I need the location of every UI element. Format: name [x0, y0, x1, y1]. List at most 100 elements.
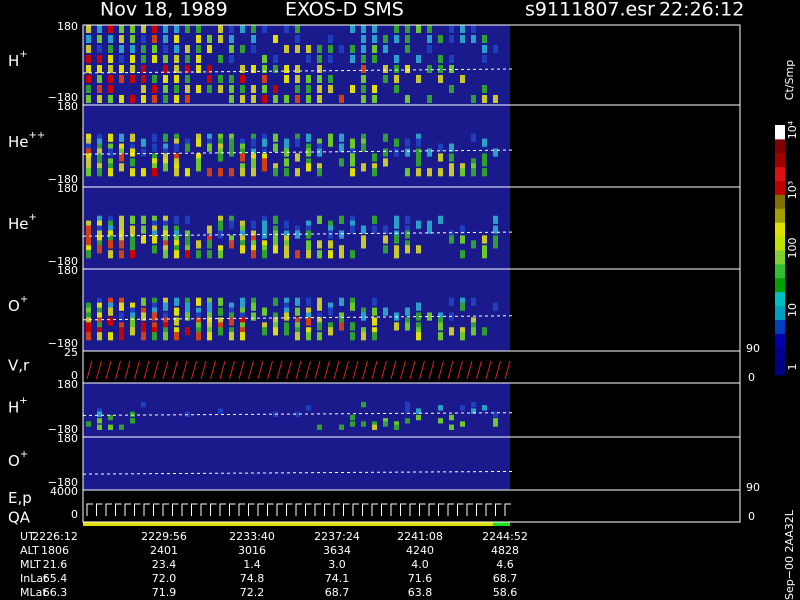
- spectrogram-cell: [449, 55, 454, 63]
- spectrogram-cell: [207, 138, 212, 147]
- spectrogram-cell: [295, 138, 300, 147]
- spectrogram-cell: [306, 327, 311, 336]
- table-cell: 68.7: [325, 586, 350, 599]
- table-cell: 72.0: [152, 572, 177, 585]
- spectrogram-cell: [416, 302, 421, 311]
- energy-trace: [381, 503, 388, 516]
- spectrogram-cell: [262, 65, 267, 73]
- spectrogram-cell: [86, 158, 91, 167]
- spectrogram-cell: [317, 65, 322, 73]
- spectrogram-cell: [295, 45, 300, 53]
- charge: +: [19, 49, 27, 60]
- velocity-trace: [371, 360, 378, 380]
- spectrogram-cell: [130, 235, 135, 244]
- panel-label: H+: [8, 49, 28, 70]
- spectrogram-cell: [262, 75, 267, 83]
- spectrogram-cell: [306, 133, 311, 142]
- spectrogram-cell: [372, 307, 377, 316]
- spectrogram-cell: [251, 240, 256, 249]
- spectrogram-cell: [174, 143, 179, 152]
- axis-top-label: 180: [57, 432, 78, 445]
- spectrogram-cell: [97, 138, 102, 147]
- spectrogram-cell: [108, 307, 113, 316]
- axis-bottom-label: −180: [48, 173, 78, 186]
- spectrogram-cell: [196, 250, 201, 259]
- velocity-trace: [419, 360, 425, 380]
- spectrogram-cell: [339, 322, 344, 331]
- spectrogram-cell: [141, 65, 146, 73]
- spectrogram-cell: [240, 225, 245, 234]
- table-cell: 66.3: [43, 586, 68, 599]
- velocity-trace: [438, 360, 444, 380]
- spectrogram-cell: [328, 35, 333, 43]
- spectrogram-cell: [218, 317, 223, 326]
- spectrogram-cell: [130, 240, 135, 249]
- spectrogram-cell: [207, 143, 212, 152]
- colorbar-swatch: [775, 250, 785, 265]
- spectrogram-cell: [229, 317, 234, 326]
- spectrogram-cell: [141, 35, 146, 43]
- energy-trace: [485, 503, 492, 516]
- table-cell: 68.7: [493, 572, 518, 585]
- spectrogram-cell: [163, 322, 168, 331]
- spectrogram-cell: [273, 312, 278, 321]
- spectrogram-cell: [493, 240, 498, 249]
- spectrogram-cell: [251, 153, 256, 162]
- spectrogram-cell: [108, 148, 113, 157]
- spectrogram-cell: [284, 250, 289, 259]
- spectrogram-cell: [185, 297, 190, 306]
- spectrogram-cell: [372, 25, 377, 33]
- spectrogram-cell: [207, 168, 212, 177]
- velocity-trace: [172, 360, 178, 380]
- energy-trace: [124, 503, 131, 516]
- spectrogram-cell: [141, 235, 146, 244]
- spectrogram-cell: [174, 245, 179, 254]
- spectrogram-cell: [438, 215, 443, 224]
- spectrogram-cell: [405, 401, 410, 408]
- spectrogram-cell: [251, 220, 256, 229]
- spectrogram-cell: [185, 143, 190, 152]
- velocity-trace: [276, 360, 283, 380]
- spectrogram-cell: [262, 327, 267, 336]
- energy-trace: [466, 503, 473, 516]
- spectrogram-cell: [119, 327, 124, 336]
- spectrogram-cell: [405, 408, 410, 414]
- spectrogram-cell: [350, 250, 355, 259]
- spectrogram-cell: [152, 332, 157, 341]
- spectrogram-cell: [405, 45, 410, 53]
- right-axis-label: 90: [746, 481, 760, 494]
- spectrogram-cell: [185, 327, 190, 336]
- spectrogram-cell: [97, 163, 102, 172]
- spectrogram-cell: [405, 317, 410, 326]
- spectrogram-cell: [350, 421, 355, 427]
- colorbar-tick-label: 10: [786, 303, 799, 317]
- spectrogram-cell: [471, 297, 476, 306]
- energy-trace: [229, 503, 236, 516]
- spectrogram-cell: [185, 312, 190, 321]
- spectrogram-cell: [218, 327, 223, 336]
- table-cell: 72.2: [240, 586, 265, 599]
- spectrogram-cell: [284, 158, 289, 167]
- energy-trace: [343, 503, 350, 516]
- table-cell: 2229:56: [141, 530, 187, 543]
- spectrogram-cell: [460, 168, 465, 177]
- spectrogram-cell: [240, 75, 245, 83]
- spectrogram-cell: [251, 45, 256, 53]
- spectrogram-cell: [108, 25, 113, 33]
- energy-trace: [181, 503, 188, 516]
- spectrogram-cell: [339, 312, 344, 321]
- spectrogram-cell: [130, 148, 135, 157]
- spectrogram-cell: [405, 230, 410, 239]
- spectrogram-cell: [438, 168, 443, 177]
- spectrogram-cell: [240, 327, 245, 336]
- spectrogram-cell: [163, 25, 168, 33]
- spectrogram-cell: [361, 307, 366, 316]
- spectrogram-cell: [130, 35, 135, 43]
- spectrogram-cell: [361, 35, 366, 43]
- spectrogram-cell: [163, 332, 168, 341]
- spectrogram-cell: [229, 215, 234, 224]
- spectrogram-cell: [130, 143, 135, 152]
- spectrogram-cell: [141, 401, 146, 408]
- spectrogram-cell: [350, 148, 355, 157]
